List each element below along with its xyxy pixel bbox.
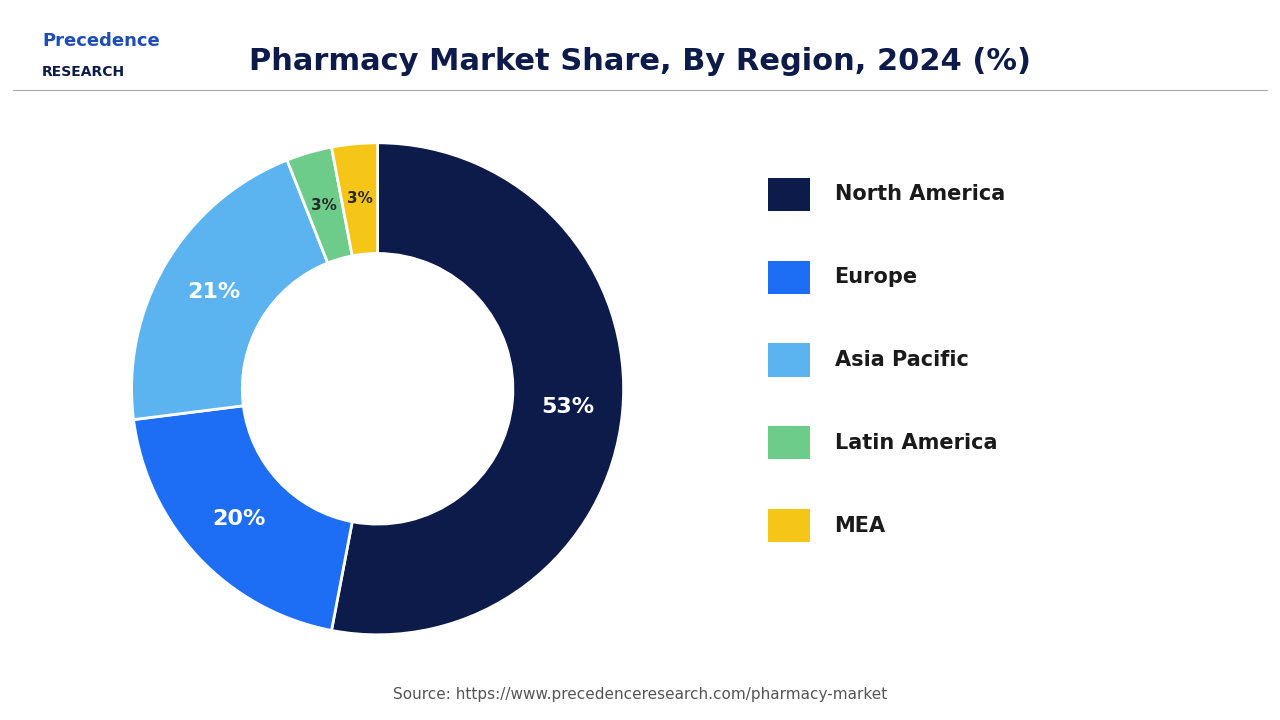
Text: MEA: MEA (835, 516, 886, 536)
Text: 3%: 3% (311, 198, 338, 213)
Text: RESEARCH: RESEARCH (42, 65, 125, 78)
Text: Asia Pacific: Asia Pacific (835, 350, 969, 370)
Text: 3%: 3% (347, 192, 372, 207)
Text: 21%: 21% (187, 282, 241, 302)
Wedge shape (332, 143, 378, 256)
Text: Pharmacy Market Share, By Region, 2024 (%): Pharmacy Market Share, By Region, 2024 (… (250, 47, 1030, 76)
Text: Source: https://www.precedenceresearch.com/pharmacy-market: Source: https://www.precedenceresearch.c… (393, 687, 887, 702)
Circle shape (242, 253, 513, 524)
Wedge shape (287, 147, 352, 263)
Text: Precedence: Precedence (42, 32, 160, 50)
Text: North America: North America (835, 184, 1005, 204)
Text: 20%: 20% (212, 509, 265, 529)
Text: Europe: Europe (835, 267, 918, 287)
Text: Latin America: Latin America (835, 433, 997, 453)
Wedge shape (133, 406, 352, 631)
Wedge shape (132, 160, 328, 420)
Wedge shape (332, 143, 623, 635)
Text: 53%: 53% (541, 397, 594, 417)
